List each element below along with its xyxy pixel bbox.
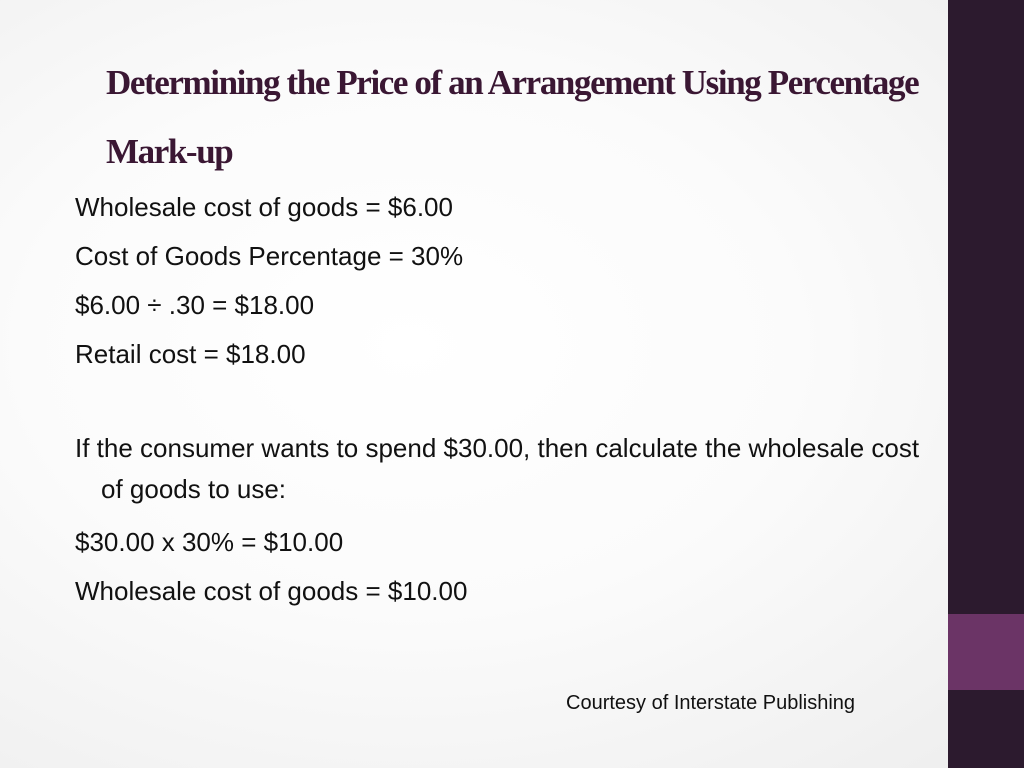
slide-title: Determining the Price of an Arrangement … — [106, 63, 920, 171]
side-accent-block — [948, 614, 1024, 690]
body-line-consumer-question: If the consumer wants to spend $30.00, t… — [75, 433, 920, 504]
slide-body: Wholesale cost of goods = $6.00 Cost of … — [75, 183, 935, 616]
body-line-retail-cost: Retail cost = $18.00 — [75, 339, 306, 369]
body-line-cog-percentage: Cost of Goods Percentage = 30% — [75, 241, 464, 271]
paragraph-spacer — [75, 379, 935, 428]
body-line-wholesale-result: Wholesale cost of goods = $10.00 — [75, 576, 468, 606]
credit-text: Courtesy of Interstate Publishing — [566, 692, 856, 714]
body-line-multiplication: $30.00 x 30% = $10.00 — [75, 527, 344, 557]
body-line-wholesale-cost: Wholesale cost of goods = $6.00 — [75, 192, 453, 222]
body-line-division: $6.00 ÷ .30 = $18.00 — [75, 290, 315, 320]
